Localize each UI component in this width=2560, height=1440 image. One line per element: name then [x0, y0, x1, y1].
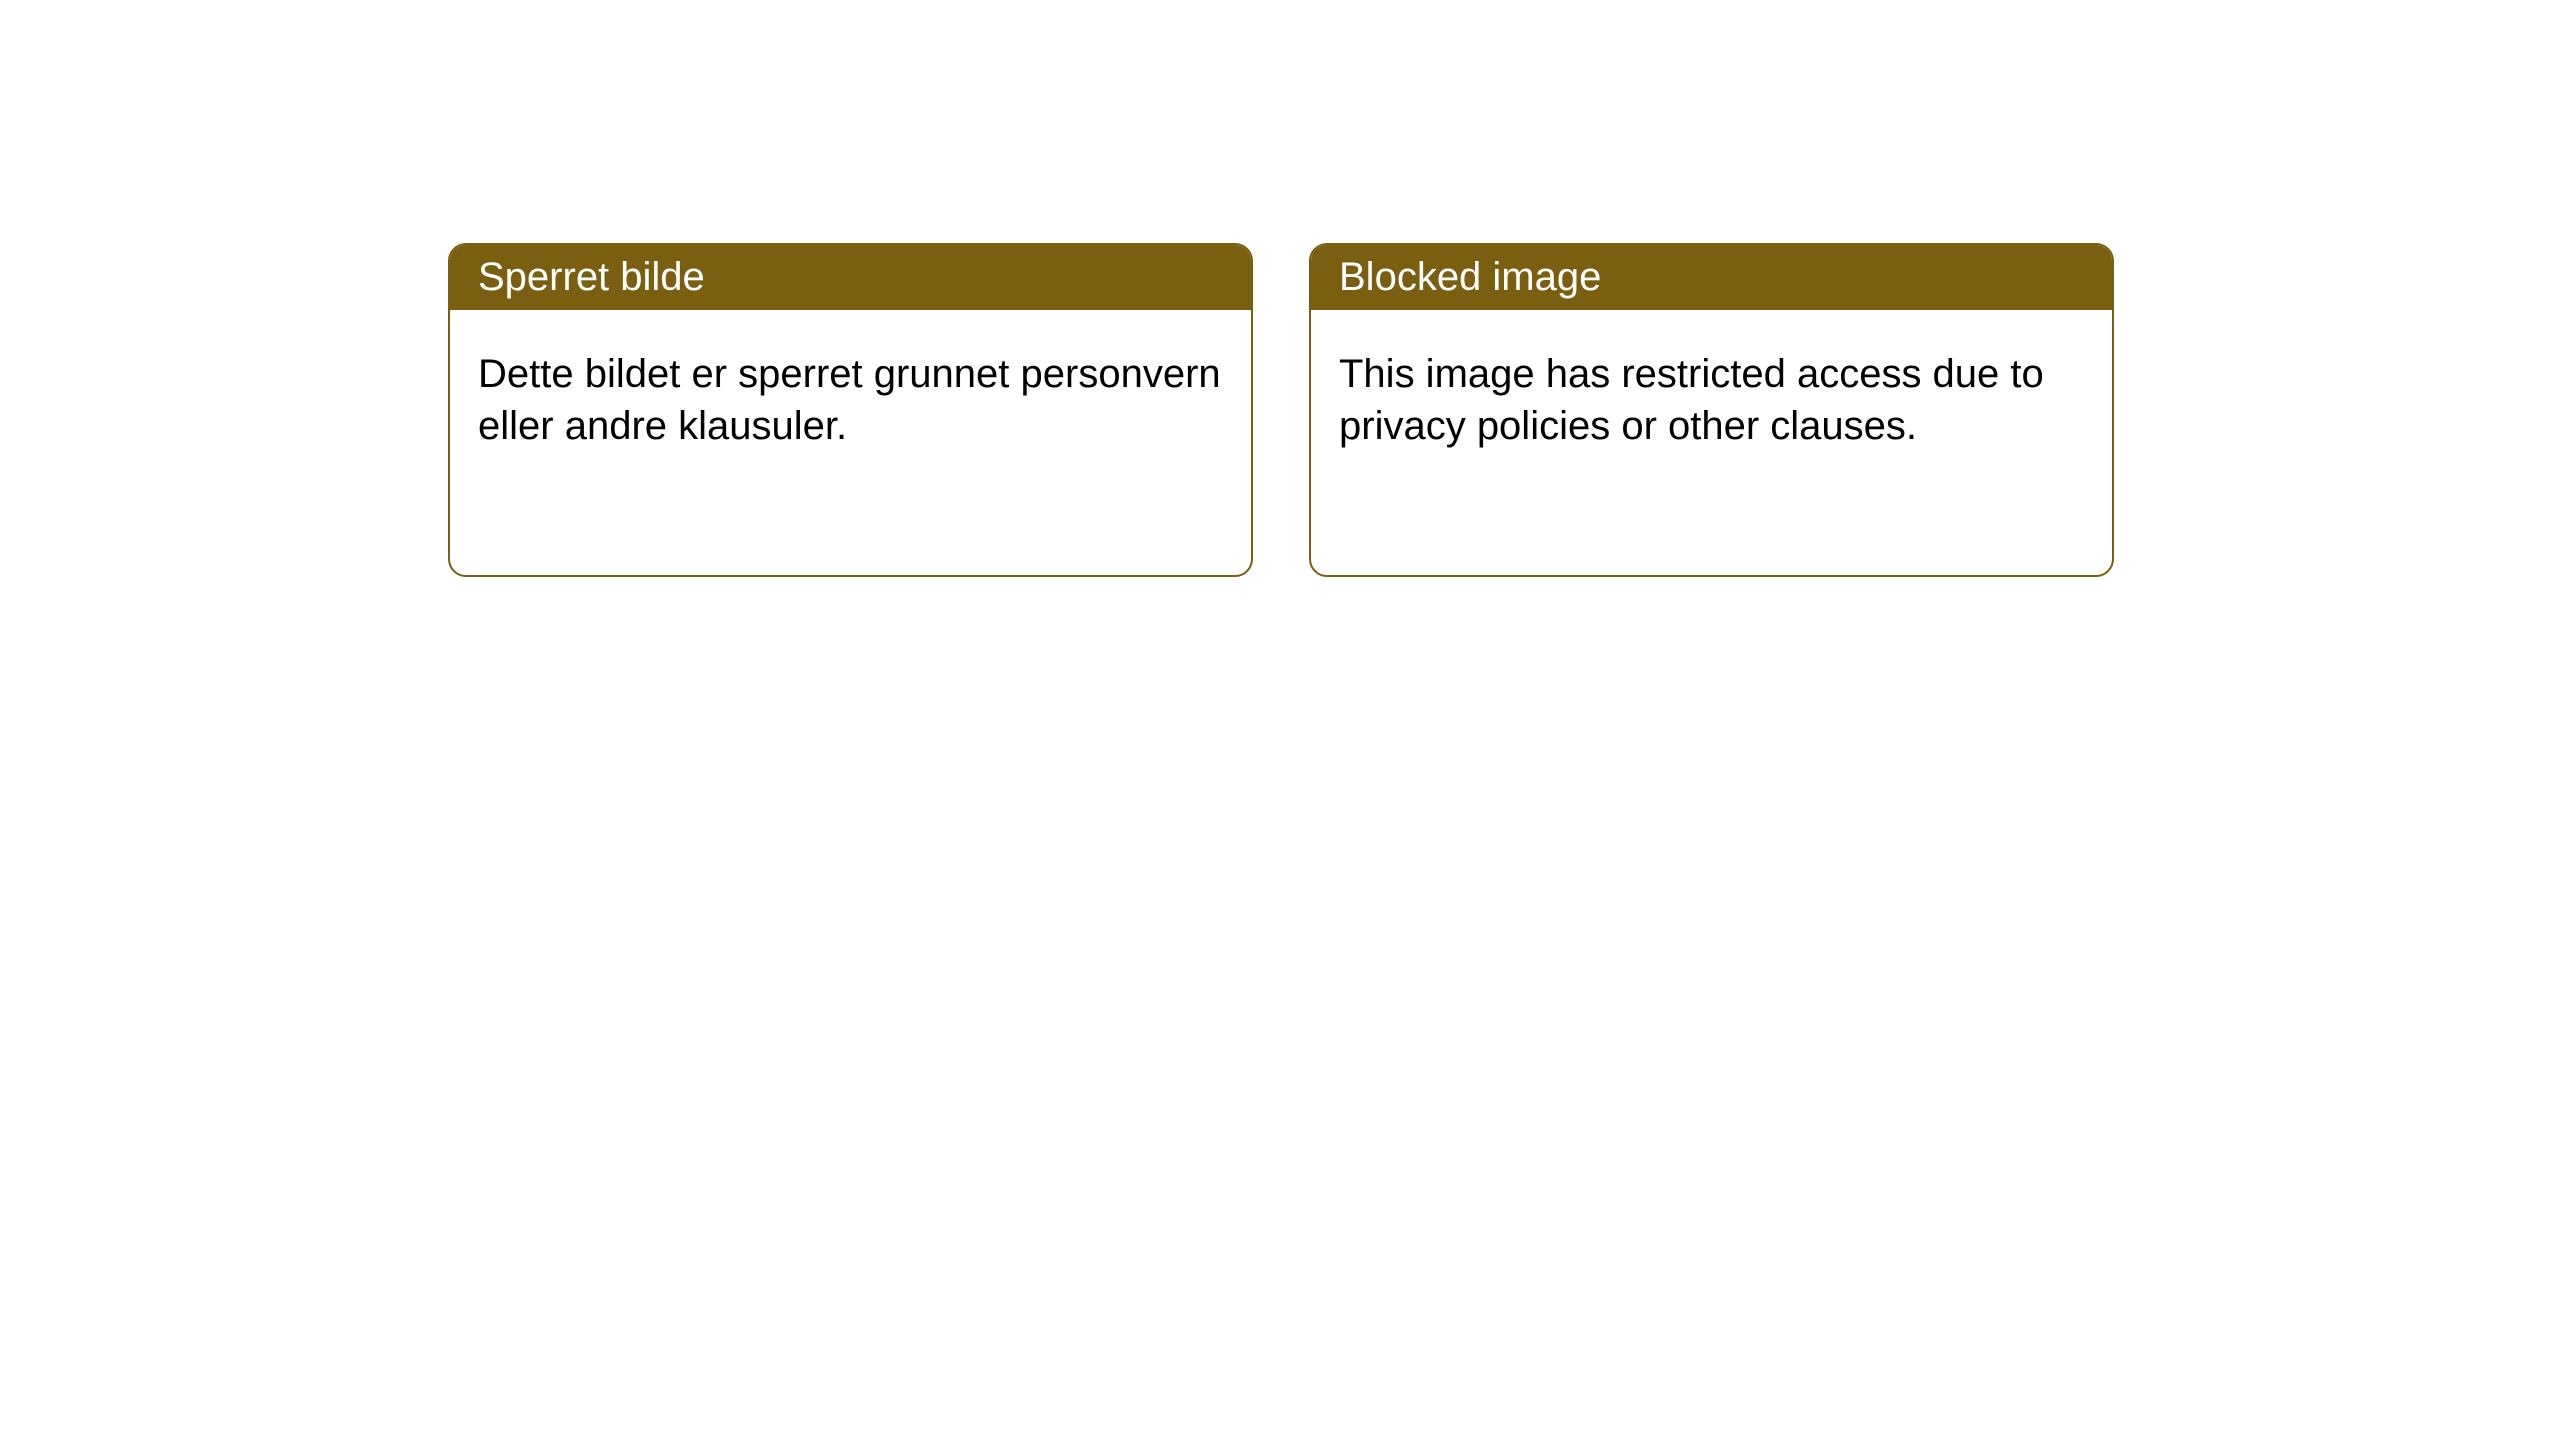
notice-card-body: Dette bildet er sperret grunnet personve… — [450, 310, 1251, 490]
notice-cards-container: Sperret bilde Dette bildet er sperret gr… — [0, 0, 2560, 577]
notice-card-norwegian: Sperret bilde Dette bildet er sperret gr… — [448, 243, 1253, 577]
notice-card-title: Sperret bilde — [450, 245, 1251, 310]
notice-card-title: Blocked image — [1311, 245, 2112, 310]
notice-card-body: This image has restricted access due to … — [1311, 310, 2112, 490]
notice-card-english: Blocked image This image has restricted … — [1309, 243, 2114, 577]
